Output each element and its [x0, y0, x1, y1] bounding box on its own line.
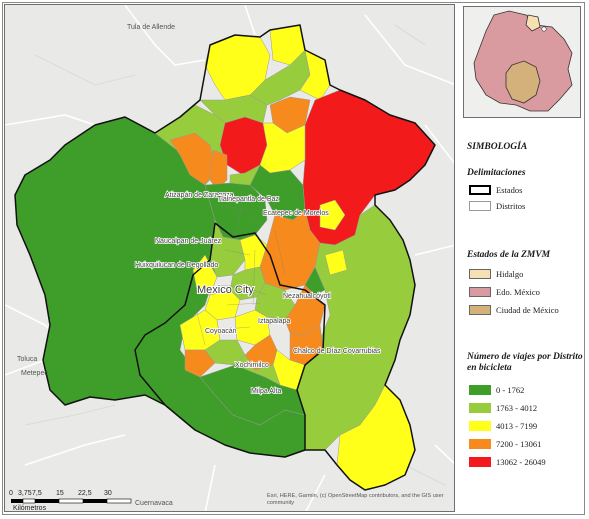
district-east-yellow-small [319, 199, 346, 231]
label-cuernavaca: Cuernavaca [135, 500, 173, 507]
legend-label: Ciudad de México [496, 305, 559, 315]
locator-cdmx [505, 60, 541, 104]
legend-item-class-1: 0 - 1762 [469, 384, 524, 396]
district-cdmx-light-5 [234, 354, 281, 386]
label-metepec: Metepec [21, 370, 48, 377]
label-toluca: Toluca [17, 356, 37, 363]
legend-swatch-class-2 [469, 403, 491, 413]
legend-label: 1763 - 4012 [496, 403, 538, 413]
figure-frame [2, 2, 585, 515]
district-yellow-nc [259, 122, 306, 174]
legend-swatch-class-5 [469, 457, 491, 467]
scale-tick-4: 22,5 [78, 490, 92, 497]
label-mexico-city: Mexico City [197, 284, 254, 296]
label-ecatepec: Ecatepec de Morelos [263, 210, 329, 217]
legend-viajes-title: Número de viajes por Distrito en bicicle… [467, 352, 583, 373]
legend-title: SIMBOLOGÍA [467, 142, 528, 152]
legend-item-estados: Estados [469, 184, 522, 196]
legend-item-cdmx: Ciudad de México [469, 304, 559, 316]
label-tlalnepantla: Tlalnepantla de Baz [217, 196, 279, 203]
label-milpa-alta: Milpa Alta [251, 388, 281, 395]
place-labels: Tula de Allende Atizapán de Zaragoza Tla… [17, 24, 382, 507]
legend-item-class-5: 13062 - 26049 [469, 456, 546, 468]
label-iztapalapa: Iztapalapa [258, 318, 290, 325]
districts [14, 24, 436, 491]
legend-estados-title: Estados de la ZMVM [467, 250, 551, 260]
scale-bar: 0 3,75 7,5 15 22,5 30 Kilómetros [9, 490, 132, 512]
district-cdmx-yellow-2 [192, 254, 218, 296]
map-canvas: Tula de Allende Atizapán de Zaragoza Tla… [5, 5, 454, 512]
locator-hidalgo [525, 14, 541, 32]
legend-label: 0 - 1762 [496, 385, 525, 395]
legend-label: Hidalgo [496, 269, 524, 279]
scale-tick-0: 0 [9, 490, 13, 497]
scale-tick-1: 3,75 [18, 490, 32, 497]
district-detail-lines [194, 194, 286, 346]
legend-swatch-estados [469, 185, 491, 195]
map-credits: Esri, HERE, Garmin, (c) OpenStreetMap co… [267, 493, 444, 506]
legend-label: Edo. México [496, 287, 540, 297]
scale-tick-2: 7,5 [32, 490, 42, 497]
label-tula: Tula de Allende [127, 24, 175, 31]
legend-label: 4013 - 7199 [496, 421, 538, 431]
scale-tick-5: 30 [104, 490, 112, 497]
label-coyoacan: Coyoacán [205, 328, 237, 335]
legend-swatch-class-4 [469, 439, 491, 449]
label-nezahualcoyotl: Nezahualcóyotl [283, 293, 331, 300]
label-huixquilucan: Huixquilucan de Degollado [135, 262, 218, 269]
scale-tick-3: 15 [56, 490, 64, 497]
scale-unit: Kilómetros [13, 505, 47, 512]
legend-item-edomex: Edo. México [469, 286, 540, 298]
legend-swatch-edomex [469, 287, 491, 297]
district-east-yellow-2 [324, 249, 348, 276]
legend-swatch-distritos [469, 201, 491, 211]
legend-item-class-3: 4013 - 7199 [469, 420, 537, 432]
legend-label: 13062 - 26049 [496, 457, 546, 467]
legend-swatch-hidalgo [469, 269, 491, 279]
legend-label: 7200 - 13061 [496, 439, 542, 449]
legend-label: Estados [496, 185, 523, 195]
district-east-green-small [304, 266, 326, 296]
label-xochimilco: Xochimilco [235, 362, 269, 369]
legend-delimitaciones-title: Delimitaciones [467, 168, 526, 178]
locator-map [473, 10, 573, 112]
district-centre-light-1 [229, 164, 261, 186]
label-chalco: Chalco de Díaz Covarrubias [293, 348, 381, 355]
legend-item-class-2: 1763 - 4012 [469, 402, 537, 414]
district-cdmx-orange-2 [184, 349, 216, 378]
main-map[interactable]: Tula de Allende Atizapán de Zaragoza Tla… [4, 4, 455, 512]
legend-item-distritos: Distritos [469, 200, 525, 212]
legend-swatch-cdmx [469, 305, 491, 315]
legend-label: Distritos [496, 201, 526, 211]
label-atizapan: Atizapán de Zaragoza [165, 192, 234, 199]
legend-item-class-4: 7200 - 13061 [469, 438, 541, 450]
legend-item-hidalgo: Hidalgo [469, 268, 523, 280]
state-boundaries [14, 24, 436, 491]
legend-swatch-class-1 [469, 385, 491, 395]
locator-inset [463, 6, 581, 118]
locator-marker [541, 26, 547, 32]
label-naucalpan: Naucalpan de Juárez [155, 238, 222, 245]
legend-swatch-class-3 [469, 421, 491, 431]
